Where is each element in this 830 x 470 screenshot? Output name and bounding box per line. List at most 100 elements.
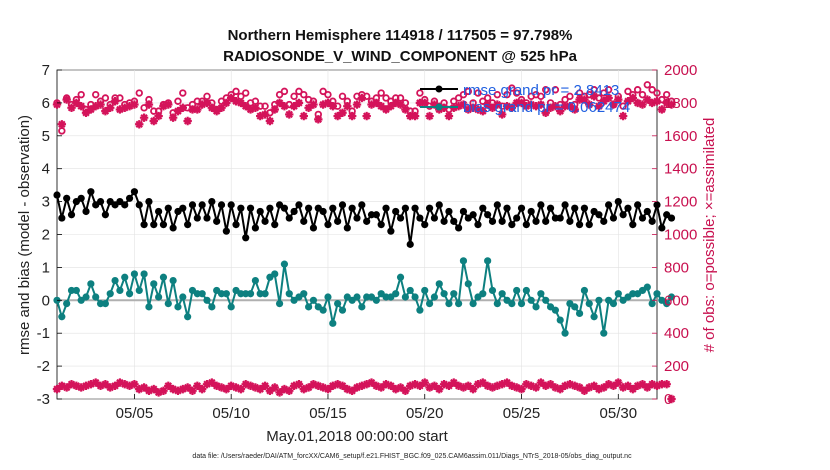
obs-assimilated-point xyxy=(270,105,279,114)
bias-point xyxy=(208,303,216,311)
obs-assimilated-point xyxy=(144,100,154,109)
obs-bottom-point xyxy=(275,388,284,397)
obs-possible-point xyxy=(101,94,110,102)
rmse-point xyxy=(227,201,235,209)
bias-point xyxy=(401,293,409,301)
bias-point xyxy=(585,299,593,308)
rmse-point xyxy=(561,201,569,209)
series-group xyxy=(52,81,676,404)
obs-bottom-point xyxy=(435,384,444,394)
bias-point xyxy=(450,290,458,298)
bias-point xyxy=(87,280,95,288)
rmse-point xyxy=(82,207,90,216)
bias-point xyxy=(150,280,158,288)
bias-point xyxy=(198,290,206,298)
obs-possible-point xyxy=(600,89,608,97)
obs-assimilated-point xyxy=(536,100,546,109)
obs-assimilated-point xyxy=(512,98,521,108)
rmse-point xyxy=(459,207,468,216)
obs-assimilated-point xyxy=(652,97,662,106)
obs-assimilated-point xyxy=(101,106,110,116)
obs-bottom-point xyxy=(599,383,608,392)
obs-bottom-point xyxy=(231,383,241,392)
rmse-point xyxy=(435,201,443,209)
y2-tick-label: 600 xyxy=(664,292,689,309)
obs-assimilated-point xyxy=(667,100,676,109)
bias-point xyxy=(556,316,564,324)
obs-assimilated-point xyxy=(406,111,415,121)
bias-point xyxy=(508,299,516,308)
obs-possible-point xyxy=(135,89,143,97)
bias-point xyxy=(484,257,492,265)
bias-point xyxy=(488,286,497,295)
rmse-point xyxy=(208,198,216,206)
obs-bottom-point xyxy=(265,386,275,395)
y-axis-left: -3 -2 -1 0 1 2 3 4 5 6 7 xyxy=(37,62,62,408)
bias-point xyxy=(125,290,134,298)
obs-assimilated-point xyxy=(546,103,555,113)
bias-point xyxy=(479,290,487,298)
rmse-point xyxy=(469,211,477,219)
obs-bottom-point xyxy=(652,381,662,391)
bias-point xyxy=(58,313,66,321)
obs-assimilated-point xyxy=(202,98,212,108)
obs-bottom-point xyxy=(52,384,62,394)
y2-tick-label: 1400 xyxy=(664,161,697,178)
rmse-point xyxy=(198,201,206,209)
y2-tick-label: 1000 xyxy=(664,227,697,244)
rmse-point xyxy=(382,204,390,212)
obs-assimilated-point xyxy=(294,98,304,108)
obs-possible-point xyxy=(493,90,502,99)
obs-bottom-point xyxy=(512,383,521,392)
obs-possible-point xyxy=(179,89,187,97)
obs-possible-point xyxy=(377,89,385,97)
bias-point xyxy=(72,286,80,295)
bias-point xyxy=(319,306,327,314)
bias-point xyxy=(353,293,361,301)
obs-assimilated-point xyxy=(454,101,463,111)
obs-bottom-point xyxy=(609,381,618,391)
obs-bottom-point xyxy=(541,381,550,391)
chart-title: Northern Hemisphere 114918 / 117505 = 97… xyxy=(228,27,573,44)
rmse-point xyxy=(396,214,405,222)
obs-bottom-point xyxy=(241,379,250,389)
bias-point xyxy=(416,306,424,314)
rmse-point xyxy=(329,204,337,212)
rmse-point xyxy=(125,194,134,202)
obs-assimilated-point xyxy=(502,101,512,111)
obs-bottom-point xyxy=(149,384,158,394)
obs-assimilated-point xyxy=(222,98,231,108)
y2-tick-label: 200 xyxy=(664,358,689,375)
rmse-point xyxy=(532,217,540,225)
obs-assimilated-point xyxy=(444,111,454,121)
obs-bottom-point xyxy=(280,384,289,394)
y-tick-label: 0 xyxy=(42,292,50,309)
obs-assimilated-point xyxy=(323,98,333,108)
rmse-point xyxy=(140,221,148,229)
rmse-point xyxy=(290,207,298,216)
obs-assimilated-point xyxy=(256,111,265,121)
obs-bottom-point xyxy=(585,383,594,392)
obs-bottom-point xyxy=(401,386,410,395)
obs-assimilated-point xyxy=(628,93,638,103)
y2-tick-label: 800 xyxy=(664,259,689,276)
rmse-point xyxy=(232,221,240,229)
bias-point xyxy=(600,329,608,337)
obs-assimilated-point xyxy=(154,111,163,121)
rmse-point xyxy=(566,217,574,225)
obs-assimilated-point xyxy=(526,100,536,109)
obs-assimilated-point xyxy=(347,111,357,121)
obs-bottom-point xyxy=(154,388,163,397)
bias-point xyxy=(338,306,347,314)
obs-bottom-point xyxy=(580,386,589,395)
obs-assimilated-point xyxy=(52,100,62,109)
rmse-point xyxy=(305,204,313,212)
obs-possible-point xyxy=(474,89,482,97)
obs-bottom-point xyxy=(135,384,144,394)
bias-point xyxy=(493,299,501,308)
bias-point xyxy=(179,293,187,301)
bias-point xyxy=(667,293,676,301)
rmse-point xyxy=(164,204,172,212)
obs-possible-point xyxy=(280,87,289,96)
bias-point xyxy=(653,290,661,298)
